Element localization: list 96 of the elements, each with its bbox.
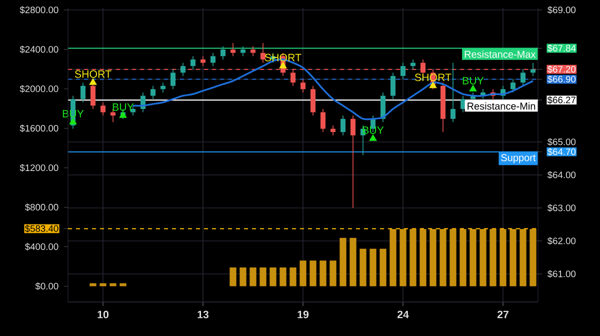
candlestick [230, 42, 236, 57]
bar [370, 248, 376, 286]
bar [270, 267, 276, 286]
candlestick [200, 56, 206, 66]
point [369, 134, 377, 141]
y2-tick-label: $64.70 [547, 148, 576, 156]
candlestick [340, 115, 346, 136]
candlestick [460, 95, 466, 113]
point [429, 82, 437, 88]
bar [410, 228, 416, 286]
bar [300, 260, 306, 286]
candlestick [300, 78, 306, 93]
bar [230, 267, 236, 286]
bar [360, 248, 366, 286]
bar [450, 228, 456, 286]
candlestick [170, 68, 176, 90]
bar [510, 228, 516, 286]
bar [390, 228, 396, 286]
bar [430, 228, 436, 286]
candlestick [240, 46, 246, 57]
bar [320, 260, 326, 286]
y2-tick-label: $65.00 [547, 138, 576, 146]
point [69, 118, 77, 124]
candlestick [510, 78, 516, 93]
candlestick [530, 62, 536, 76]
candlestick [250, 46, 256, 57]
candlestick [390, 72, 396, 100]
candlestick [80, 82, 86, 103]
bar [520, 228, 526, 286]
y-tick-label: $400.00 [24, 242, 58, 251]
bar [240, 267, 246, 286]
bar [460, 228, 466, 286]
y-tick-label: $2800.00 [20, 6, 58, 14]
bar [330, 260, 336, 286]
ref-line-label: Support [501, 154, 536, 164]
x-tick-label: 27 [497, 310, 508, 318]
y-tick-label: $2400.00 [20, 46, 58, 54]
bar [440, 228, 446, 286]
ref-line-label: Resistance-Min [468, 102, 536, 110]
y2-tick-label: $66.27 [547, 96, 576, 104]
candlestick [260, 42, 266, 64]
y-tick-label: $1200.00 [20, 164, 58, 172]
candlestick [400, 62, 406, 80]
bar [280, 267, 286, 286]
bar [380, 248, 386, 286]
bar [400, 228, 406, 286]
bar [500, 228, 506, 286]
x-tick-label: 19 [298, 310, 309, 318]
candlestick [190, 56, 196, 70]
y-tick-label: $0.00 [35, 282, 58, 290]
bar [310, 260, 316, 286]
candlestick [310, 85, 316, 116]
bar [530, 228, 536, 286]
y2-tick-label: $67.20 [547, 66, 576, 74]
candlestick [330, 125, 336, 136]
candlestick [520, 68, 526, 86]
bar [470, 228, 476, 286]
x-tick-label: 24 [397, 310, 409, 318]
candlestick [320, 108, 326, 132]
y2-tick-label: $61.00 [547, 270, 576, 278]
bar [260, 267, 266, 286]
bar [290, 267, 296, 286]
candlestick [450, 62, 456, 123]
y-tick-label: $2000.00 [20, 85, 58, 93]
bar [420, 228, 426, 286]
y2-tick-label: $63.00 [547, 204, 576, 212]
y2-tick-label: $66.90 [547, 75, 576, 84]
text: SHORT [74, 70, 112, 78]
candlestick [180, 62, 186, 76]
candlestick [210, 52, 216, 66]
y2-tick-label: $64.00 [547, 171, 576, 179]
y-tick-label: $583.40 [24, 224, 58, 232]
bar [340, 238, 346, 286]
bar [480, 228, 486, 286]
candlestick [150, 85, 156, 100]
y2-tick-label: $67.84 [547, 44, 576, 52]
candlestick [220, 46, 226, 60]
candlestick [410, 59, 416, 70]
point [279, 62, 287, 68]
candlestick [380, 92, 386, 123]
bar [490, 228, 496, 286]
x-tick-label: 13 [198, 310, 209, 318]
bar [350, 238, 356, 286]
y-tick-label: $1600.00 [20, 124, 58, 132]
y2-tick-label: $69.00 [547, 6, 576, 14]
point [89, 78, 97, 85]
candlestick [350, 115, 356, 208]
candlestick [100, 102, 106, 116]
x-tick-label: 10 [98, 310, 108, 318]
ref-line-label: Resistance-Max [464, 50, 536, 58]
bar [250, 267, 256, 286]
candlestick [160, 82, 166, 93]
y-tick-label: $800.00 [24, 204, 58, 212]
point [469, 84, 477, 92]
y2-tick-label: $62.00 [547, 237, 576, 245]
series-label: BUY [462, 77, 484, 84]
